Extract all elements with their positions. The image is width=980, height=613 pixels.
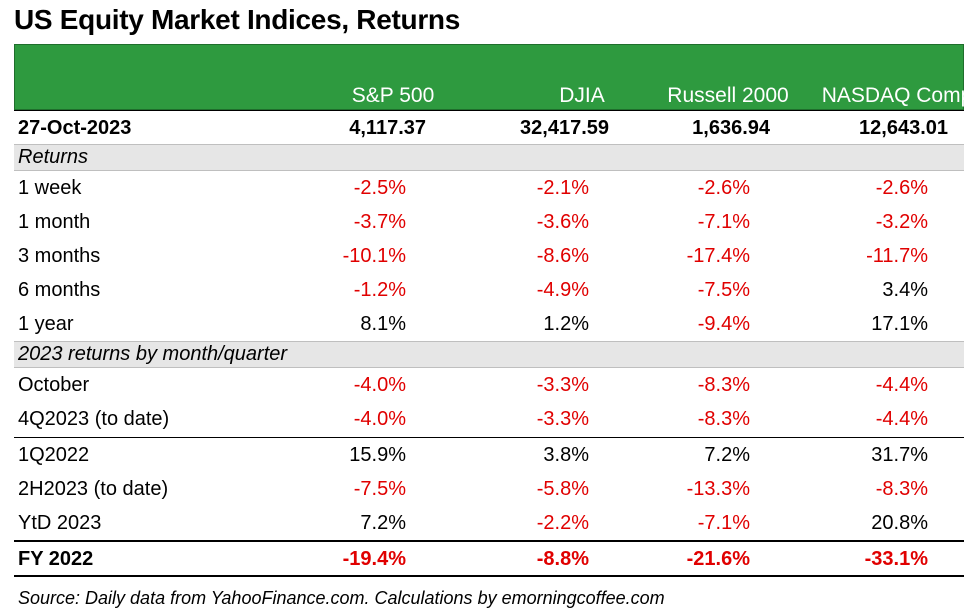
table-cell: -4.4% (875, 374, 928, 396)
table-row: 1 year 8.1% 1.2% -9.4% 17.1% (14, 307, 964, 341)
row-label: 3 months (18, 245, 101, 267)
table-cell: -7.1% (697, 211, 750, 233)
section-heading-returns: Returns (14, 144, 964, 171)
column-header-djia: DJIA (559, 84, 605, 107)
table-cell: -2.6% (875, 177, 928, 199)
table-cell: -8.3% (875, 478, 928, 500)
table-cell: 4,117.37 (349, 117, 426, 139)
row-label: 6 months (18, 279, 101, 301)
fy-label: FY 2022 (18, 548, 94, 570)
section-heading-2023: 2023 returns by month/quarter (14, 341, 964, 368)
table-cell: 1.2% (543, 313, 589, 335)
table-cell: 7.2% (360, 512, 406, 534)
table-cell: -3.3% (536, 374, 589, 396)
date-row: 27-Oct-2023 4,117.37 32,417.59 1,636.94 … (14, 110, 964, 144)
table-cell: -2.6% (697, 177, 750, 199)
table-cell: -4.0% (353, 374, 406, 396)
table-row: 4Q2023 (to date) -4.0% -3.3% -8.3% -4.4% (14, 402, 964, 437)
date-label: 27-Oct-2023 (18, 117, 132, 139)
table-row: YtD 2023 7.2% -2.2% -7.1% 20.8% (14, 506, 964, 540)
table-cell: -8.3% (697, 408, 750, 430)
row-label: October (18, 374, 90, 396)
table-cell: 8.1% (360, 313, 406, 335)
table-row: 1 week -2.5% -2.1% -2.6% -2.6% (14, 171, 964, 205)
table-cell: -13.3% (686, 478, 750, 500)
page-title: US Equity Market Indices, Returns (14, 4, 460, 35)
table-cell: 1,636.94 (692, 117, 770, 139)
table-cell: -2.5% (353, 177, 406, 199)
table-row: 1Q2022 15.9% 3.8% 7.2% 31.7% (14, 437, 964, 472)
row-label: 1Q2022 (18, 444, 90, 466)
table-cell: 32,417.59 (520, 117, 609, 139)
table-cell: -7.5% (697, 279, 750, 301)
table-cell: -3.2% (875, 211, 928, 233)
table-row: 1 month -3.7% -3.6% -7.1% -3.2% (14, 205, 964, 239)
table-cell: -7.5% (353, 478, 406, 500)
row-label: 4Q2023 (to date) (18, 408, 170, 430)
table-cell: -19.4% (342, 548, 406, 570)
fy-row: FY 2022 -19.4% -8.8% -21.6% -33.1% (14, 540, 964, 577)
table-cell: -3.7% (353, 211, 406, 233)
table-cell: -8.8% (536, 548, 589, 570)
row-label: 1 week (18, 177, 82, 199)
table-row: 3 months -10.1% -8.6% -17.4% -11.7% (14, 239, 964, 273)
table-cell: -3.6% (536, 211, 589, 233)
row-label: YtD 2023 (18, 512, 102, 534)
column-header-nasdaq: NASDAQ Comp (821, 84, 973, 107)
table-cell: -4.4% (875, 408, 928, 430)
table-cell: -33.1% (864, 548, 928, 570)
returns-table: 27-Oct-2023 4,117.37 32,417.59 1,636.94 … (14, 110, 964, 577)
table-row: 2H2023 (to date) -7.5% -5.8% -13.3% -8.3% (14, 472, 964, 506)
column-header-bar: S&P 500 DJIA Russell 2000 NASDAQ Comp (14, 44, 972, 110)
table-cell: -17.4% (686, 245, 750, 267)
table-cell: -2.1% (536, 177, 589, 199)
table-cell: -1.2% (353, 279, 406, 301)
table-cell: -4.0% (353, 408, 406, 430)
table-cell: -10.1% (342, 245, 406, 267)
table-cell: -7.1% (697, 512, 750, 534)
table-row: October -4.0% -3.3% -8.3% -4.4% (14, 368, 964, 402)
table-cell: 31.7% (871, 444, 928, 466)
table-cell: -8.6% (536, 245, 589, 267)
table-cell: -4.9% (536, 279, 589, 301)
row-label: 1 year (18, 313, 74, 335)
column-header-russell2000: Russell 2000 (667, 84, 789, 107)
table-cell: 20.8% (871, 512, 928, 534)
section-heading-label: Returns (18, 146, 89, 168)
table-cell: 17.1% (871, 313, 928, 335)
table-cell: 3.4% (882, 279, 928, 301)
column-header-sp500: S&P 500 (351, 84, 435, 107)
table-cell: -5.8% (536, 478, 589, 500)
table-cell: 12,643.01 (859, 117, 948, 139)
table-cell: 7.2% (704, 444, 750, 466)
row-label: 2H2023 (to date) (18, 478, 169, 500)
table-row: 6 months -1.2% -4.9% -7.5% 3.4% (14, 273, 964, 307)
table-cell: -2.2% (536, 512, 589, 534)
table-cell: -11.7% (866, 245, 928, 267)
table-cell: -3.3% (536, 408, 589, 430)
source-note: Source: Daily data from YahooFinance.com… (18, 588, 665, 608)
table-cell: 3.8% (543, 444, 589, 466)
section-heading-label: 2023 returns by month/quarter (18, 343, 288, 365)
table-cell: -8.3% (697, 374, 750, 396)
table-cell: -9.4% (697, 313, 750, 335)
row-label: 1 month (18, 211, 91, 233)
table-cell: 15.9% (349, 444, 406, 466)
table-cell: -21.6% (686, 548, 750, 570)
